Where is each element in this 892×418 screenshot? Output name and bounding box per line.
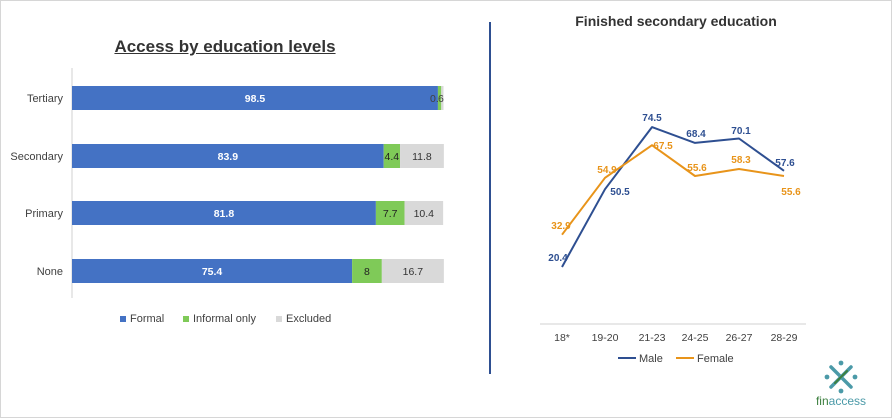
data-label-male-4: 70.1: [731, 126, 751, 137]
category-label-tertiary: Tertiary: [27, 93, 64, 105]
legend-swatch-excluded: [276, 316, 282, 322]
top-border: [0, 0, 892, 1]
data-label-male-5: 57.6: [775, 158, 795, 169]
legend-label-excluded: Excluded: [286, 313, 331, 325]
bar-formal-tertiary: [72, 86, 438, 110]
bar-value-label-excluded-primary: 10.4: [414, 208, 435, 220]
bar-informal-secondary: [383, 144, 401, 168]
x-tick-label-5: 28-29: [771, 332, 798, 344]
series-line-female: [561, 144, 785, 236]
left-border: [0, 0, 1, 418]
x-tick-label-0: 18*: [554, 332, 570, 344]
bar-value-label-formal-tertiary: 98.5: [245, 93, 266, 105]
legend-swatch-formal: [120, 316, 126, 322]
bar-formal-none: [72, 259, 353, 283]
legend-label-formal: Formal: [130, 313, 164, 325]
bar-excluded-tertiary: [441, 86, 444, 110]
data-label-male-3: 68.4: [686, 129, 706, 140]
panel-divider: [489, 22, 491, 374]
bar-value-label-formal-none: 75.4: [202, 266, 223, 278]
data-label-male-1: 50.5: [610, 187, 630, 198]
right-chart-title: Finished secondary education: [575, 13, 777, 29]
category-label-secondary: Secondary: [10, 151, 63, 163]
data-label-female-4: 58.3: [731, 155, 751, 166]
bar-excluded-primary: [404, 201, 444, 225]
x-tick-label-1: 19-20: [592, 332, 619, 344]
left-chart-title: Access by education levels: [114, 37, 336, 56]
data-label-female-2: 67.5: [653, 141, 673, 152]
bar-informal-none: [352, 259, 382, 283]
data-label-female-1: 54.9: [597, 165, 617, 176]
bar-value-label-formal-primary: 81.8: [214, 208, 235, 220]
category-label-primary: Primary: [25, 208, 63, 220]
bar-value-label-informal-primary: 7.7: [383, 208, 398, 220]
data-label-male-0: 20.4: [548, 253, 568, 264]
finaccess-logo-text: finaccess: [815, 394, 867, 408]
bar-excluded-none: [381, 259, 444, 283]
x-tick-label-4: 26-27: [726, 332, 753, 344]
x-tick-label-3: 24-25: [682, 332, 709, 344]
data-label-male-2: 74.5: [642, 113, 662, 124]
bar-informal-tertiary: [437, 86, 442, 110]
legend-label-male: Male: [639, 353, 663, 365]
bar-value-label-formal-secondary: 83.9: [218, 151, 239, 163]
bar-value-label-excluded-tertiary: 6: [438, 93, 444, 105]
bar-value-label-informal-tertiary: 0.: [430, 93, 439, 105]
data-label-female-3: 55.6: [687, 163, 707, 174]
x-tick-label-2: 21-23: [639, 332, 666, 344]
bar-value-label-excluded-none: 16.7: [403, 266, 424, 278]
data-label-female-5: 55.6: [781, 187, 801, 198]
finaccess-logo: finaccess: [808, 360, 874, 410]
bar-informal-primary: [375, 201, 405, 225]
bar-excluded-secondary: [400, 144, 444, 168]
bar-value-label-excluded-secondary: 11.8: [412, 151, 432, 163]
bar-value-label-informal-secondary: 4.4: [385, 151, 400, 163]
bar-value-label-informal-none: 8: [364, 266, 370, 278]
category-label-none: None: [37, 266, 63, 278]
legend-label-informal: Informal only: [193, 313, 256, 325]
data-label-female-0: 32.9: [551, 221, 571, 232]
bar-formal-primary: [72, 201, 376, 225]
finaccess-logo-icon: [824, 360, 858, 394]
legend-label-female: Female: [697, 353, 734, 365]
series-line-male: [561, 126, 785, 268]
legend-swatch-informal: [183, 316, 189, 322]
bar-formal-secondary: [72, 144, 384, 168]
